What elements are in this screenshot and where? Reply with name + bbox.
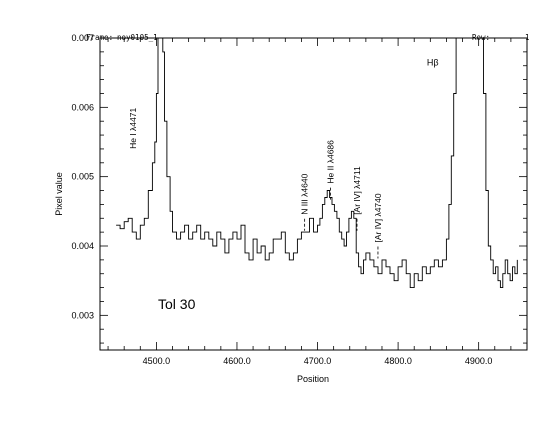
spectrum-series-line <box>116 38 518 289</box>
line-annotation: [Ar IV] λ4740 <box>373 193 383 242</box>
object-label: Tol 30 <box>158 296 196 312</box>
x-tick-label: 4900.0 <box>465 356 493 366</box>
x-tick-label: 4500.0 <box>143 356 171 366</box>
line-annotations: He I λ4471 N III λ4640 He II λ4686 [Ar IV] … <box>128 58 439 259</box>
axis-ticks <box>100 37 528 350</box>
line-annotation: Hβ <box>427 58 439 68</box>
plot-frame <box>99 37 528 351</box>
line-annotation: He I λ4471 <box>128 108 138 149</box>
y-axis-label: Pixel value <box>54 172 64 216</box>
line-annotation: N III λ4640 <box>300 173 310 214</box>
y-tick-label: 0.003 <box>71 310 94 320</box>
x-tick-label: 4800.0 <box>384 356 412 366</box>
line-annotation: [Ar IV] λ4711 <box>352 166 362 215</box>
x-tick-label: 4600.0 <box>223 356 251 366</box>
y-tick-label: 0.006 <box>71 102 94 112</box>
x-axis-label: Position <box>297 374 329 384</box>
tick-labels: 4500.0 4600.0 4700.0 4800.0 4900.0 0.003 0.004… <box>71 33 492 366</box>
y-tick-label: 0.005 <box>71 172 94 182</box>
y-tick-label: 0.007 <box>71 33 94 43</box>
line-annotation: He II λ4686 <box>325 140 335 184</box>
y-tick-label: 0.004 <box>71 241 94 251</box>
x-tick-label: 4700.0 <box>304 356 332 366</box>
